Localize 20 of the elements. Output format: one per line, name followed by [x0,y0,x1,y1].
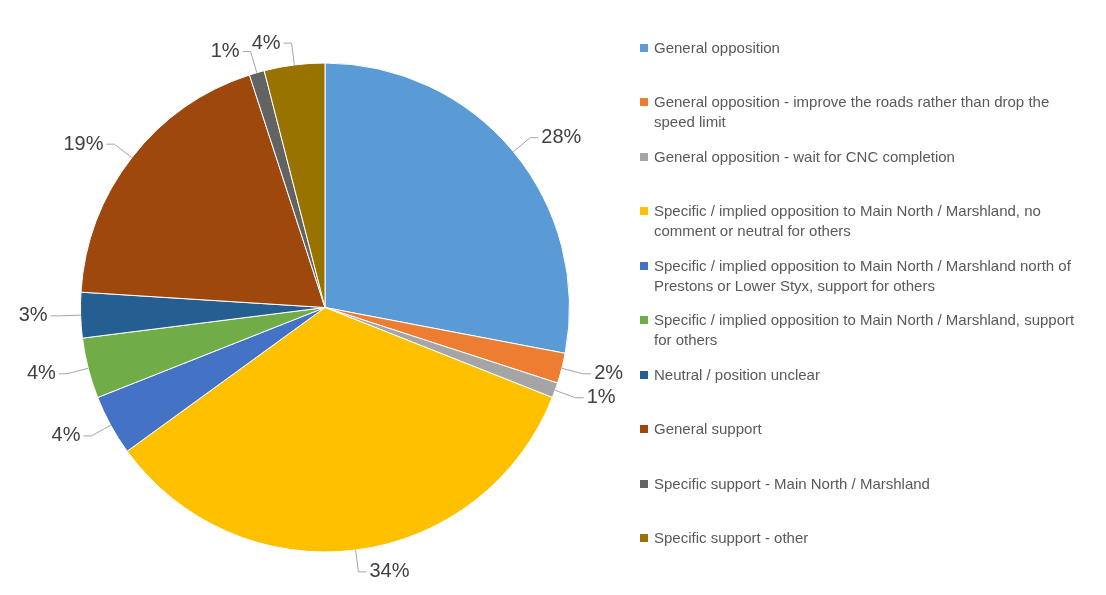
data-label: 4% [26,361,57,384]
legend-label: Specific / implied opposition to Main North / Marshland, support for others [654,310,1076,351]
data-label: 1% [210,39,240,62]
legend-label: Specific support - other [654,527,809,548]
data-label: 34% [369,559,410,582]
data-label: 3% [18,303,48,326]
data-label: 19% [63,131,104,154]
legend-label: General opposition [654,38,780,58]
legend-label: Specific support - Main North / Marshland [654,473,930,494]
legend-label: General opposition - improve the roads rather than drop the speed limit [654,92,1051,133]
legend-label: General opposition - wait for CNC completion [654,146,955,167]
data-label: 1% [586,385,616,408]
data-label: 4% [251,30,281,53]
legend-label: Neutral / position unclear [654,364,820,385]
legend-label: Specific / implied opposition to Main North / Marshland, no comment or neutral for others [654,201,1042,242]
legend-label: Specific / implied opposition to Main North / Marshland north of Prestons or Lower Styx, support for others [654,255,1072,296]
data-label: 4% [51,423,81,446]
data-label: 28% [541,125,582,148]
data-label: 2% [594,361,624,384]
legend-label: General support [654,419,762,440]
